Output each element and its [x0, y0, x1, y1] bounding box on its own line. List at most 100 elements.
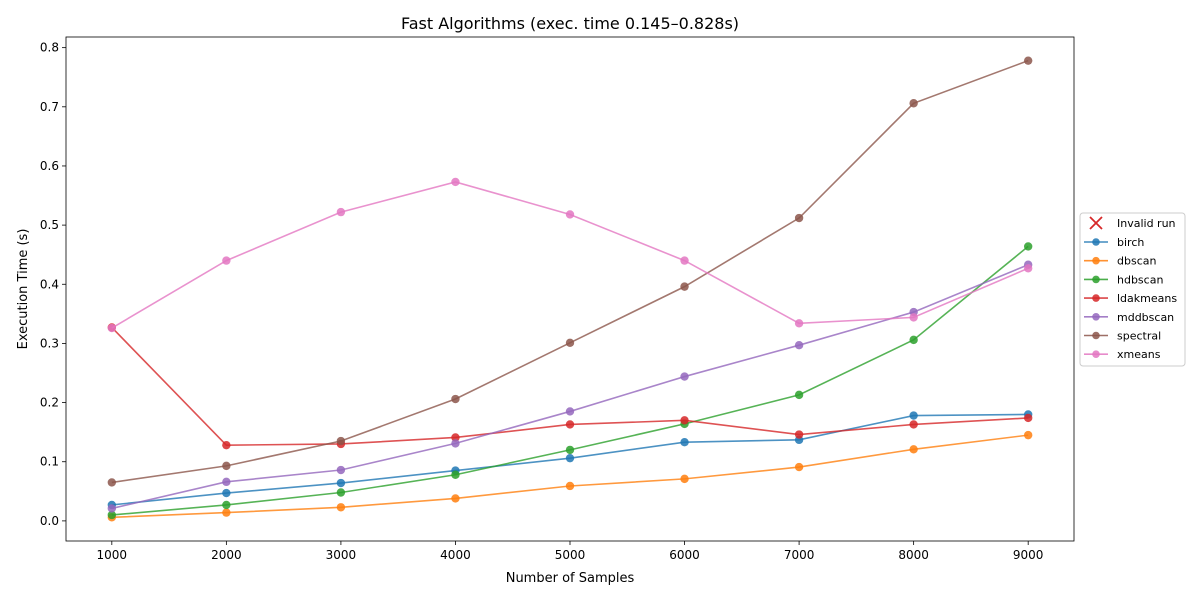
- y-tick-label: 0.8: [40, 41, 59, 55]
- data-point: [336, 207, 346, 217]
- data-point: [565, 445, 575, 455]
- x-tick-label: 3000: [326, 548, 357, 562]
- data-point: [565, 453, 575, 463]
- data-point: [794, 340, 804, 350]
- y-tick-label: 0.7: [40, 100, 59, 114]
- legend-label: hdbscan: [1117, 273, 1163, 286]
- data-point: [794, 319, 804, 328]
- y-tick-label: 0.0: [40, 514, 59, 528]
- data-point: [1023, 242, 1033, 251]
- data-point: [794, 213, 804, 223]
- data-point: [680, 416, 689, 425]
- data-point: [222, 500, 231, 510]
- data-point: [909, 445, 918, 454]
- data-point: [222, 488, 231, 498]
- data-point: [794, 390, 804, 400]
- legend-item-mddbscan: mddbscan: [1084, 311, 1174, 324]
- data-point: [565, 210, 575, 219]
- data-point: [565, 481, 575, 491]
- legend-swatch-marker: [1092, 238, 1100, 246]
- data-point: [794, 430, 804, 439]
- series-line: [111, 264, 1029, 510]
- data-point: [909, 420, 918, 429]
- legend-swatch-marker: [1092, 256, 1100, 265]
- data-point: [1023, 264, 1033, 273]
- legend-label: spectral: [1117, 330, 1161, 343]
- invalid-marker-icon-stroke: [1089, 216, 1103, 230]
- data-point: [451, 433, 460, 442]
- legend-swatch-marker: [1092, 350, 1100, 359]
- data-point: [909, 335, 918, 345]
- data-point: [336, 503, 346, 512]
- legend-item-birch: birch: [1084, 236, 1144, 249]
- series-line: [111, 59, 1029, 484]
- y-tick-label: 0.2: [40, 396, 59, 410]
- legend-item-xmeans: xmeans: [1084, 348, 1161, 361]
- data-point: [451, 177, 460, 187]
- data-point: [451, 470, 460, 479]
- y-tick-label: 0.3: [40, 336, 59, 350]
- data-point: [680, 256, 689, 265]
- data-point: [1023, 430, 1033, 440]
- data-point: [451, 439, 460, 448]
- data-point: [107, 478, 117, 487]
- chart-title: Fast Algorithms (exec. time 0.145–0.828s…: [401, 14, 739, 33]
- y-tick-label: 0.6: [40, 159, 59, 173]
- data-point: [909, 99, 918, 108]
- legend-label: Invalid run: [1117, 217, 1176, 230]
- legend-item-ldakmeans: ldakmeans: [1084, 292, 1177, 305]
- data-point: [680, 372, 689, 381]
- data-point: [107, 510, 117, 520]
- legend-item-spectral: spectral: [1084, 330, 1161, 343]
- series-dbscan: [107, 430, 1033, 522]
- series-spectral: [107, 56, 1033, 487]
- data-point: [336, 478, 346, 488]
- data-point: [565, 338, 575, 348]
- x-tick-label: 7000: [784, 548, 815, 562]
- x-tick-label: 5000: [555, 548, 586, 562]
- x-tick-label: 6000: [669, 548, 700, 562]
- legend-label: ldakmeans: [1117, 292, 1177, 305]
- x-axis-label: Number of Samples: [506, 571, 635, 586]
- series-mddbscan: [107, 260, 1033, 513]
- x-tick-label: 9000: [1013, 548, 1044, 562]
- data-point: [1023, 56, 1033, 65]
- legend-item-dbscan: dbscan: [1084, 255, 1156, 268]
- data-point: [336, 488, 346, 497]
- y-axis: 0.0 0.1 0.2 0.3 0.4 0.5 0.6 0.7 0.8: [40, 41, 66, 528]
- series-ldakmeans: [107, 323, 1033, 450]
- data-point: [451, 394, 460, 404]
- series-layer: [107, 56, 1033, 522]
- data-point: [222, 256, 231, 265]
- legend-swatch-marker: [1092, 275, 1100, 284]
- data-point: [107, 323, 117, 333]
- x-tick-label: 4000: [440, 548, 471, 562]
- data-point: [222, 477, 231, 487]
- series-xmeans: [107, 177, 1033, 333]
- y-tick-label: 0.5: [40, 218, 59, 232]
- legend-label: dbscan: [1117, 255, 1156, 268]
- legend-swatch-marker: [1092, 294, 1100, 302]
- data-point: [222, 440, 231, 450]
- x-tick-label: 8000: [898, 548, 929, 562]
- legend-label: xmeans: [1117, 348, 1161, 361]
- legend-swatch-marker: [1092, 313, 1100, 321]
- data-point: [107, 504, 117, 513]
- data-point: [222, 461, 231, 471]
- x-tick-label: 2000: [211, 548, 242, 562]
- legend: Invalid run birch dbscan hdbscan ldakmeans m…: [1079, 212, 1186, 367]
- data-point: [451, 494, 460, 503]
- legend-swatch-marker: [1092, 331, 1100, 340]
- x-axis: 1000 2000 3000 4000 5000 6000 7000 8000 9000: [97, 541, 1044, 562]
- legend-frame: [1079, 212, 1186, 367]
- data-point: [680, 438, 689, 447]
- data-point: [336, 465, 346, 475]
- data-point: [336, 436, 346, 446]
- x-tick-label: 1000: [97, 548, 128, 562]
- y-tick-label: 0.1: [40, 455, 59, 469]
- data-point: [909, 313, 918, 322]
- data-point: [680, 474, 689, 484]
- data-point: [909, 411, 918, 420]
- series-hdbscan: [107, 242, 1033, 520]
